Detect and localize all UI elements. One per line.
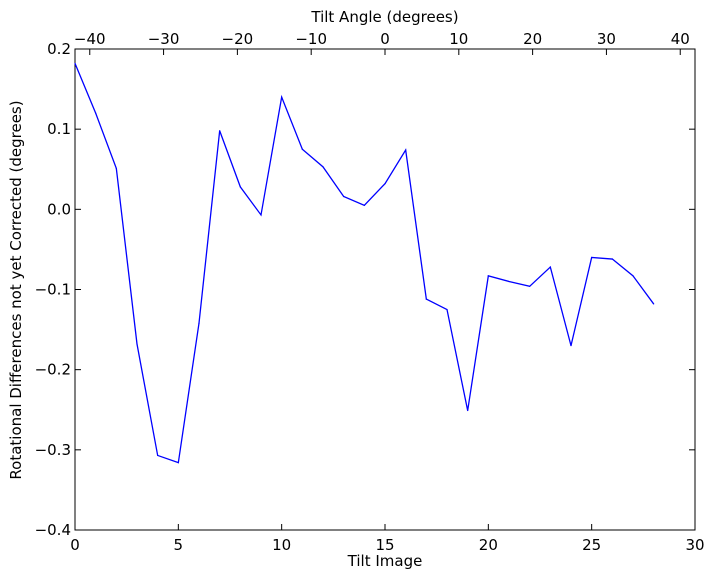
data-point <box>281 96 283 98</box>
data-point <box>157 454 159 457</box>
y-tick-label: 0.1 <box>47 120 71 138</box>
y-tick-label: −0.4 <box>35 521 71 539</box>
data-point <box>632 275 634 277</box>
data-point <box>239 186 241 188</box>
x-tick-label: 5 <box>174 536 184 554</box>
data-point <box>219 130 221 132</box>
data-point <box>115 167 117 170</box>
data-point <box>425 298 427 300</box>
data-point <box>549 266 551 268</box>
data-points <box>74 62 655 464</box>
data-point <box>653 303 655 305</box>
x-tick-label: 30 <box>685 536 704 554</box>
x-tick-label: 15 <box>375 536 394 554</box>
data-point <box>260 214 262 216</box>
data-point <box>136 343 138 345</box>
y-tick-label: 0.2 <box>47 40 71 58</box>
data-point <box>529 285 531 287</box>
data-point <box>384 183 386 185</box>
x-axis-title: Tilt Image <box>347 552 423 570</box>
data-point <box>405 149 407 151</box>
data-point <box>611 258 613 260</box>
y-axis-title: Rotational Differences not yet Corrected… <box>7 100 25 479</box>
data-point <box>198 322 200 324</box>
data-point <box>570 345 572 347</box>
axis-ticks <box>74 48 696 531</box>
data-point <box>74 62 76 65</box>
top-axis-title: Tilt Angle (degrees) <box>310 8 458 26</box>
data-point <box>177 462 179 464</box>
top-x-tick-label: 30 <box>597 30 616 48</box>
data-point <box>363 204 365 206</box>
top-x-tick-label: 20 <box>523 30 542 48</box>
y-tick-label: −0.2 <box>35 361 71 379</box>
y-tick-label: 0.0 <box>47 200 71 218</box>
data-point <box>446 308 448 311</box>
top-x-tick-label: 40 <box>671 30 690 48</box>
x-tick-label: 20 <box>479 536 498 554</box>
data-point <box>487 275 489 277</box>
data-point <box>301 148 303 150</box>
top-x-tick-label: −20 <box>222 30 254 48</box>
top-x-tick-label: −40 <box>74 30 106 48</box>
top-x-tick-label: −10 <box>295 30 327 48</box>
data-point <box>591 256 593 259</box>
data-series-line <box>74 63 655 464</box>
data-point <box>343 195 345 198</box>
top-x-tick-label: 0 <box>380 30 390 48</box>
x-tick-label: 25 <box>582 536 601 554</box>
x-tick-label: 10 <box>272 536 291 554</box>
top-x-tick-label: 10 <box>449 30 468 48</box>
top-x-tick-label: −30 <box>148 30 180 48</box>
plot-frame <box>74 48 696 531</box>
axis-tick-labels: 0 5 10 15 20 25 30 −40 −30 −20 −10 0 10 20 30 40 −0.4 −0.… <box>35 30 705 554</box>
y-tick-label: −0.1 <box>35 281 71 299</box>
data-point <box>467 409 469 412</box>
x-tick-label: 0 <box>70 536 80 554</box>
data-point <box>322 166 324 168</box>
y-tick-label: −0.3 <box>35 441 71 459</box>
data-point <box>95 112 97 114</box>
data-point <box>508 280 510 283</box>
